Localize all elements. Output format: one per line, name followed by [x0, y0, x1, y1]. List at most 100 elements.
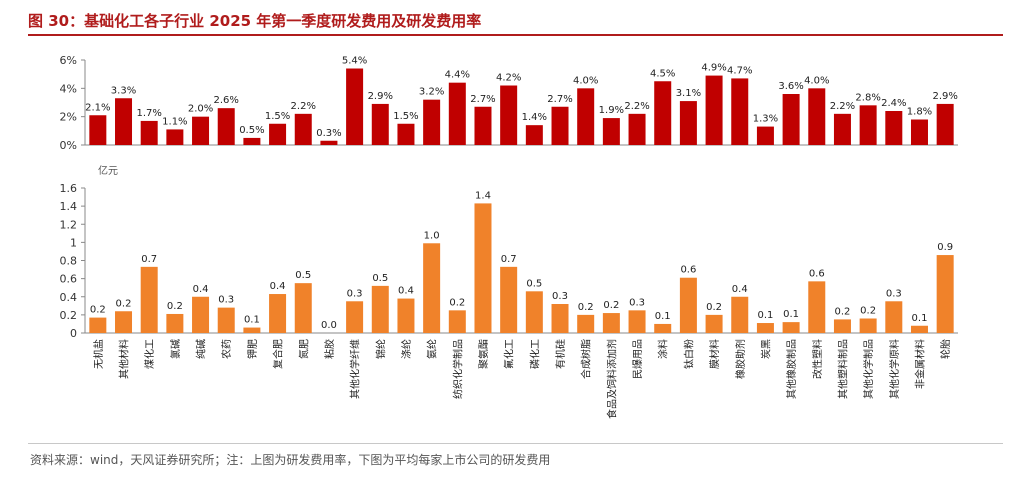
- ratio-bar: [243, 137, 261, 145]
- expense-y-tick-label: 0.6: [60, 273, 78, 286]
- ratio-bar: [756, 126, 774, 145]
- category-label: 其他化学原料: [888, 339, 901, 399]
- expense-value-label: 0.1: [757, 310, 773, 321]
- category-label: 农药: [220, 339, 233, 359]
- expense-bar: [731, 296, 749, 333]
- expense-bar: [269, 294, 287, 333]
- ratio-bar: [910, 119, 928, 145]
- ratio-bar: [602, 118, 620, 145]
- ratio-value-label: 2.4%: [881, 98, 906, 109]
- ratio-bar: [320, 140, 338, 145]
- ratio-value-label: 1.7%: [136, 108, 161, 119]
- category-label: 氟化工: [503, 339, 516, 369]
- ratio-bar: [654, 81, 672, 145]
- category-label: 纯碱: [195, 339, 208, 359]
- ratio-value-label: 2.8%: [855, 92, 880, 103]
- category-label: 氮肥: [297, 339, 310, 359]
- expense-y-tick-label: 0.4: [60, 291, 78, 304]
- expense-bar: [833, 319, 851, 333]
- expense-value-label: 0.6: [680, 265, 696, 276]
- ratio-bar: [731, 78, 749, 145]
- expense-value-label: 0.0: [321, 320, 337, 331]
- expense-value-label: 0.4: [398, 286, 414, 297]
- category-label: 膜材料: [708, 339, 721, 369]
- ratio-bar: [551, 106, 569, 145]
- expense-unit-label: 亿元: [98, 164, 118, 177]
- category-label: 其他化学制品: [862, 339, 875, 399]
- category-label: 聚氨酯: [477, 339, 490, 369]
- ratio-bar: [217, 108, 235, 145]
- ratio-value-label: 0.5%: [239, 125, 264, 136]
- expense-value-label: 0.3: [218, 295, 234, 306]
- expense-bar: [371, 285, 389, 333]
- expense-bar: [423, 243, 441, 333]
- expense-y-tick-label: 0.8: [60, 255, 78, 268]
- expense-bar: [910, 325, 928, 333]
- ratio-value-label: 2.0%: [188, 104, 213, 115]
- expense-bar: [859, 318, 877, 333]
- ratio-value-label: 1.1%: [162, 116, 187, 127]
- ratio-bar: [371, 103, 389, 145]
- expense-value-label: 0.3: [552, 291, 568, 302]
- expense-bar: [140, 266, 158, 333]
- ratio-bar: [397, 123, 415, 145]
- ratio-bar: [500, 85, 518, 145]
- expense-value-label: 0.2: [449, 297, 465, 308]
- ratio-value-label: 2.6%: [214, 95, 239, 106]
- expense-bar: [679, 277, 697, 333]
- expense-bar: [756, 323, 774, 333]
- expense-value-label: 0.2: [116, 298, 132, 309]
- ratio-value-label: 1.8%: [907, 107, 932, 118]
- ratio-bar: [859, 105, 877, 145]
- expense-y-tick-label: 0: [70, 327, 77, 340]
- chart-canvas: 0%2%4%6%2.1%3.3%1.7%1.1%2.0%2.6%0.5%1.5%…: [60, 54, 958, 419]
- ratio-value-label: 3.2%: [419, 87, 444, 98]
- expense-y-tick-label: 1.2: [60, 218, 78, 231]
- ratio-bar: [936, 103, 954, 145]
- ratio-bar: [140, 120, 158, 145]
- footer-divider: [28, 443, 1003, 444]
- expense-value-label: 0.2: [603, 300, 619, 311]
- expense-bar: [885, 301, 903, 333]
- expense-bar: [294, 283, 312, 333]
- expense-value-label: 0.3: [629, 297, 645, 308]
- ratio-bar: [808, 88, 826, 145]
- category-label: 民爆用品: [632, 339, 644, 379]
- expense-bar: [808, 281, 826, 333]
- expense-bar: [525, 291, 543, 333]
- expense-bar: [89, 317, 107, 333]
- expense-value-label: 0.9: [937, 242, 953, 253]
- category-label: 非金属材料: [913, 339, 926, 389]
- category-label: 煤化工: [143, 339, 156, 369]
- expense-value-label: 0.2: [578, 302, 594, 313]
- expense-bar: [346, 301, 364, 333]
- ratio-value-label: 4.4%: [445, 70, 470, 81]
- ratio-bar: [525, 125, 543, 145]
- category-label: 橡胶助剂: [734, 339, 747, 379]
- ratio-y-tick-label: 4%: [60, 82, 77, 95]
- expense-bar: [654, 323, 672, 333]
- ratio-value-label: 2.2%: [830, 101, 855, 112]
- category-label: 有机硅: [554, 339, 567, 369]
- expense-value-label: 0.1: [244, 315, 260, 326]
- ratio-value-label: 3.3%: [111, 85, 136, 96]
- expense-y-tick-label: 1: [70, 236, 77, 249]
- expense-bar: [782, 322, 800, 333]
- expense-value-label: 0.4: [193, 284, 209, 295]
- ratio-bar: [269, 123, 287, 145]
- ratio-value-label: 2.9%: [932, 91, 957, 102]
- ratio-bar: [782, 94, 800, 145]
- ratio-value-label: 4.7%: [727, 65, 752, 76]
- ratio-value-label: 2.9%: [368, 91, 393, 102]
- ratio-bar: [577, 88, 595, 145]
- ratio-value-label: 1.9%: [599, 105, 624, 116]
- ratio-bar: [423, 99, 441, 145]
- expense-bar: [577, 314, 595, 333]
- category-label: 无机盐: [92, 339, 105, 369]
- expense-bar: [705, 314, 723, 333]
- source-note: 资料来源：wind，天风证券研究所；注：上图为研发费用率，下图为平均每家上市公司…: [30, 453, 551, 467]
- ratio-value-label: 1.5%: [265, 111, 290, 122]
- expense-value-label: 0.5: [295, 270, 311, 281]
- category-label: 炭黑: [760, 339, 772, 359]
- expense-value-label: 0.1: [655, 311, 671, 322]
